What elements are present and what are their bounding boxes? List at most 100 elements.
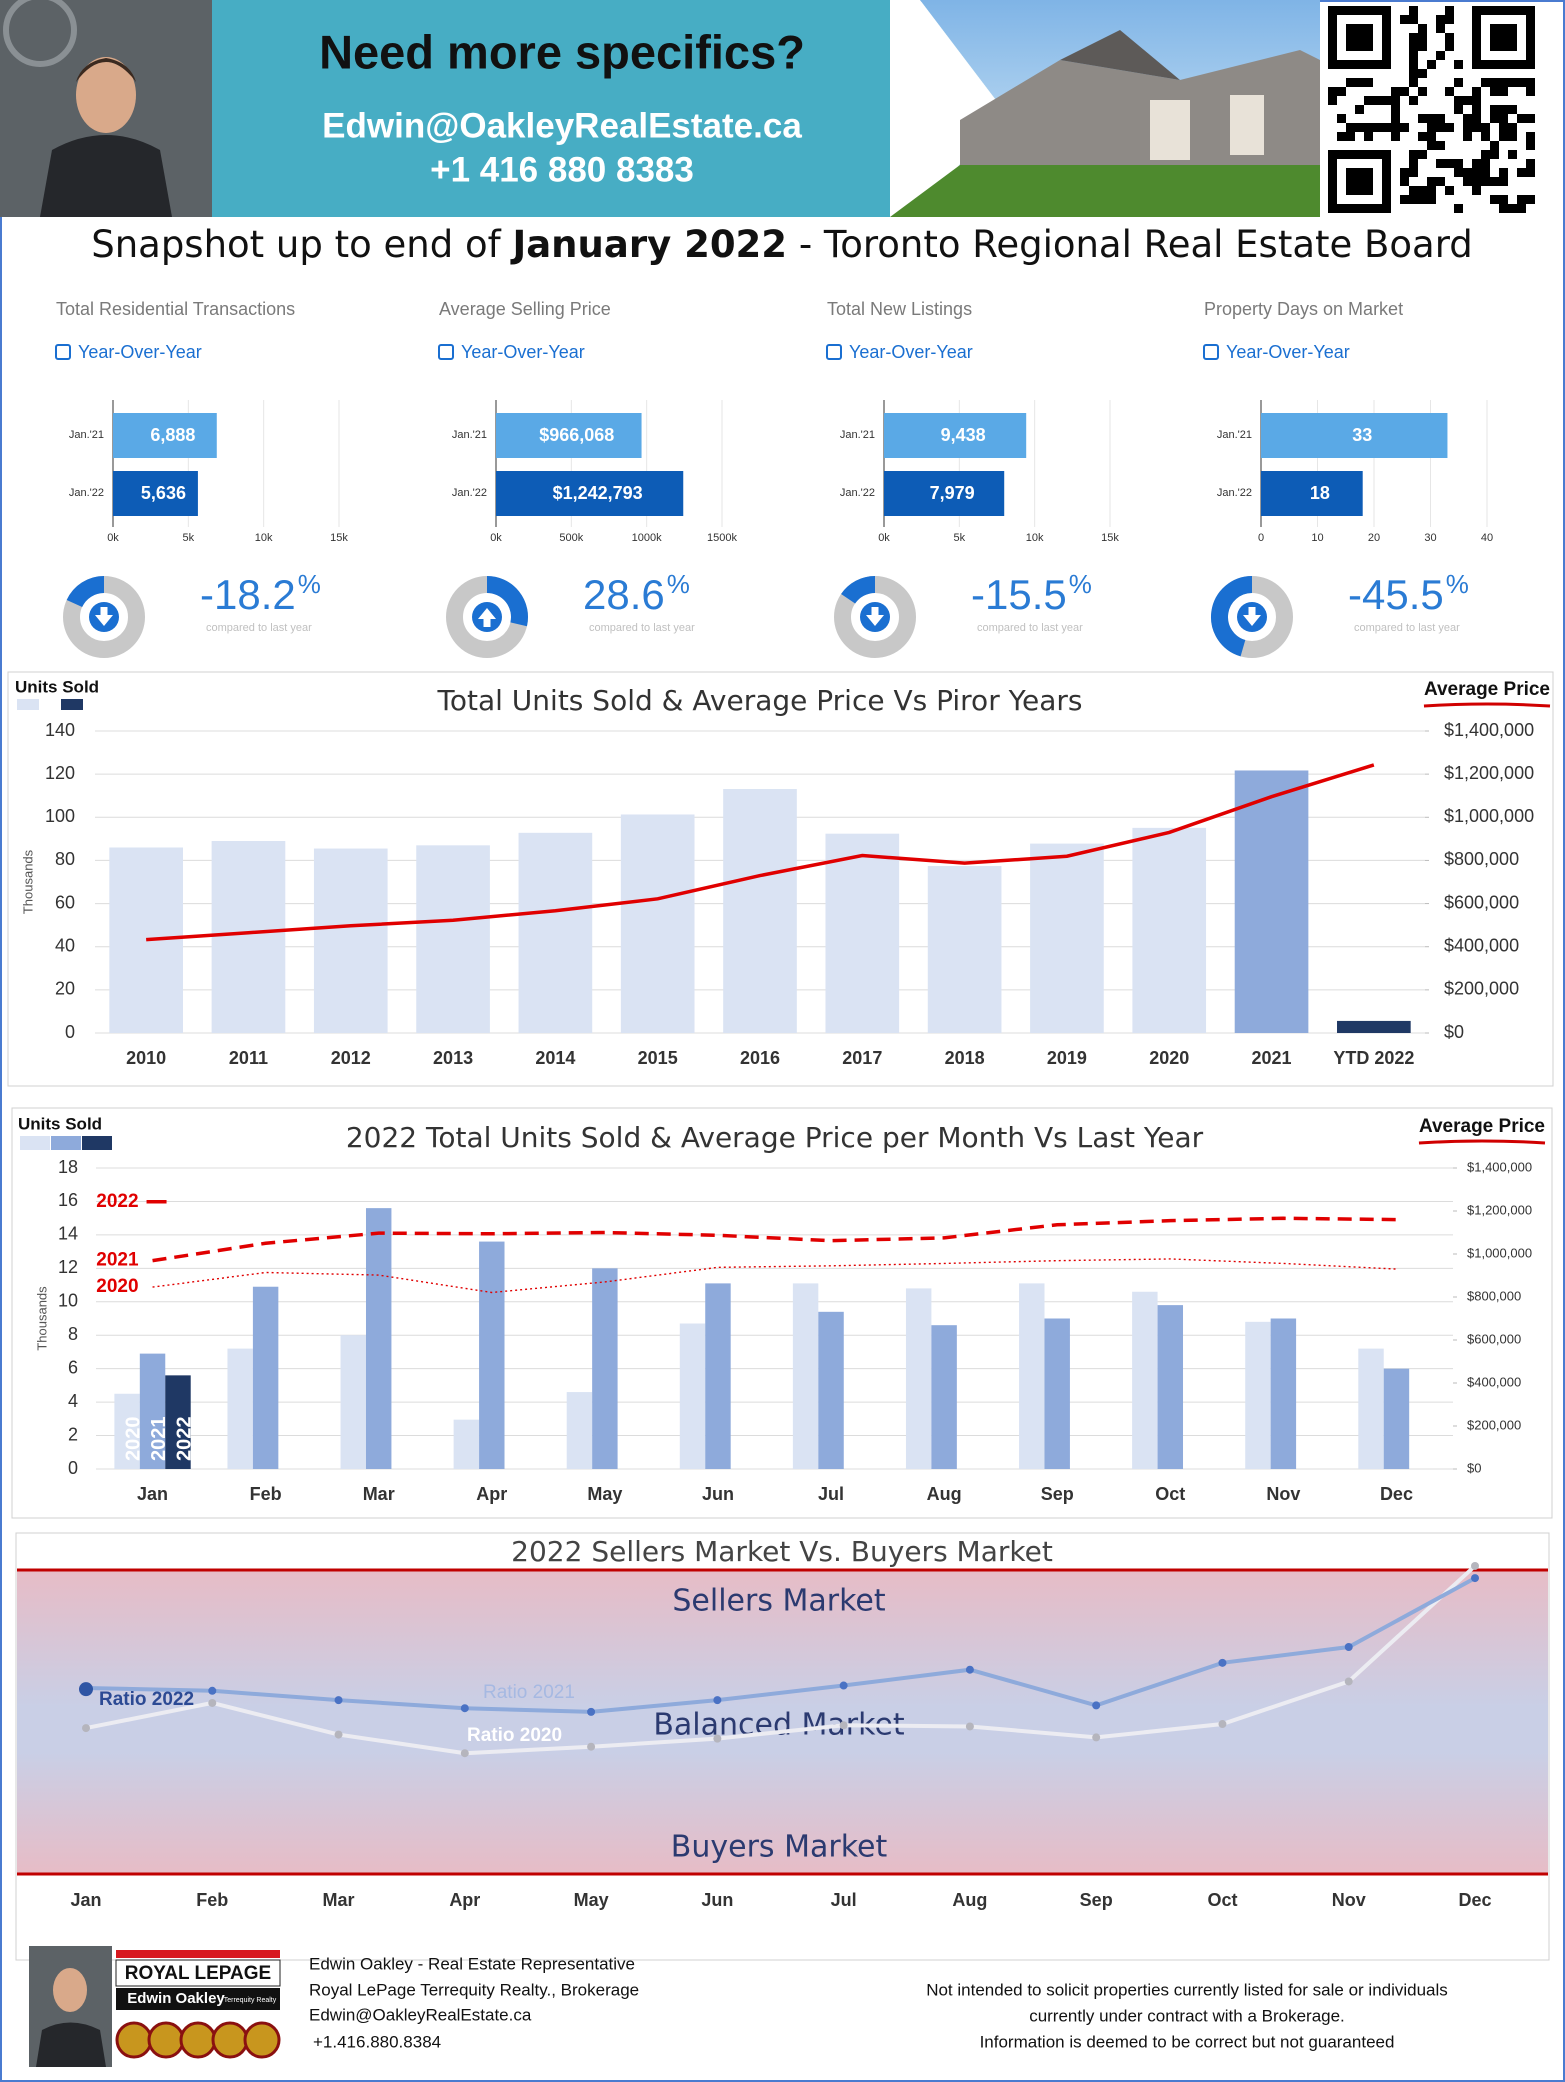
y-tick-label: 16 bbox=[58, 1190, 78, 1210]
header-email: Edwin@OakleyRealEstate.ca bbox=[322, 106, 802, 145]
x-tick-label: Oct bbox=[1155, 1484, 1185, 1504]
medal bbox=[115, 2021, 153, 2059]
x-tick-label: 0 bbox=[1258, 532, 1264, 544]
qr-module bbox=[1409, 195, 1418, 204]
qr-module bbox=[1481, 132, 1490, 141]
qr-module bbox=[1427, 60, 1436, 69]
legend-label: Average Price bbox=[1419, 1116, 1545, 1137]
arrow-stem bbox=[1248, 607, 1256, 616]
x-tick-label: YTD 2022 bbox=[1333, 1048, 1414, 1068]
x-tick-label: 0k bbox=[490, 532, 502, 544]
qr-module bbox=[1337, 114, 1346, 123]
legend-label: Units Sold bbox=[18, 1114, 102, 1133]
snapshot-title: Snapshot up to end of January 2022 - Tor… bbox=[91, 223, 1473, 266]
bar bbox=[496, 413, 642, 458]
qr-module bbox=[1409, 186, 1418, 195]
calendar-icon bbox=[1203, 344, 1219, 360]
category-label: Jan.'21 bbox=[452, 429, 487, 441]
qr-module bbox=[1346, 123, 1355, 132]
kpi-period: Year-Over-Year bbox=[461, 342, 585, 362]
x-tick-label: 2020 bbox=[1149, 1048, 1189, 1068]
qr-module bbox=[1463, 123, 1472, 132]
ratio-point bbox=[208, 1686, 217, 1695]
x-tick-label: 15k bbox=[330, 532, 348, 544]
bar bbox=[114, 1393, 140, 1469]
bar bbox=[592, 1268, 618, 1469]
bar bbox=[139, 1353, 166, 1469]
qr-module bbox=[1445, 87, 1454, 96]
bar bbox=[1383, 1368, 1410, 1469]
qr-module bbox=[1508, 150, 1517, 159]
qr-module bbox=[1409, 60, 1418, 69]
qr-module bbox=[1499, 123, 1508, 132]
qr-module bbox=[1400, 87, 1409, 96]
y2-tick-label: $400,000 bbox=[1467, 1374, 1521, 1389]
ratio-point bbox=[1471, 1561, 1479, 1570]
bar-value-label: 5,636 bbox=[141, 483, 186, 503]
x-tick-label: Nov bbox=[1266, 1484, 1300, 1504]
qr-module bbox=[1418, 33, 1427, 42]
series-label: Ratio 2020 bbox=[467, 1725, 562, 1746]
logo-text: ROYAL LEPAGE bbox=[125, 1963, 271, 1984]
qr-module bbox=[1445, 42, 1454, 51]
banner bbox=[212, 0, 1002, 217]
bar bbox=[884, 471, 1005, 516]
donut-arc bbox=[841, 576, 876, 604]
medal bbox=[147, 2021, 185, 2059]
qr-module bbox=[1373, 96, 1382, 105]
bar bbox=[416, 845, 490, 1033]
agent-suit bbox=[40, 135, 172, 217]
x-tick-label: Sep bbox=[1041, 1484, 1074, 1504]
y2-tick-label: $0 bbox=[1467, 1460, 1481, 1475]
y-tick-label: 40 bbox=[55, 935, 75, 955]
x-tick-label: Jan bbox=[70, 1890, 101, 1910]
bar bbox=[927, 866, 1002, 1033]
qr-module bbox=[1508, 204, 1517, 213]
change-note: compared to last year bbox=[206, 622, 312, 634]
qr-module bbox=[1328, 96, 1337, 105]
bar bbox=[679, 1323, 706, 1469]
qr-module bbox=[1472, 168, 1481, 177]
y2-tick-label: $600,000 bbox=[1444, 892, 1519, 912]
qr-module bbox=[1454, 60, 1463, 69]
qr-module bbox=[1382, 123, 1391, 132]
zone-label: Buyers Market bbox=[671, 1830, 888, 1865]
donut-arc bbox=[1211, 576, 1253, 657]
qr-module bbox=[1409, 150, 1418, 159]
x-tick-label: 5k bbox=[954, 532, 966, 544]
qr-module bbox=[1418, 150, 1427, 159]
bar bbox=[1358, 1348, 1384, 1469]
disclaimer-line: Information is deemed to be correct but … bbox=[980, 2032, 1395, 2051]
qr-module bbox=[1454, 168, 1463, 177]
x-tick-label: Sep bbox=[1080, 1890, 1113, 1910]
qr-module bbox=[1436, 159, 1445, 168]
bar bbox=[818, 1311, 844, 1469]
x-tick-label: 10 bbox=[1311, 532, 1323, 544]
zone-label: Sellers Market bbox=[672, 1584, 885, 1619]
qr-module bbox=[1391, 132, 1400, 141]
qr-module bbox=[1409, 33, 1418, 42]
agent-line: Royal LePage Terrequity Realty., Brokera… bbox=[309, 1980, 639, 1999]
qr-module bbox=[1418, 42, 1427, 51]
y-tick-label: 60 bbox=[55, 892, 75, 912]
qr-module bbox=[1418, 132, 1427, 141]
qr-module bbox=[1436, 114, 1445, 123]
ratio-point bbox=[1092, 1701, 1101, 1710]
qr-finder bbox=[1346, 24, 1373, 51]
y-axis-label: Thousands bbox=[34, 1286, 49, 1351]
legend-swatch bbox=[17, 699, 39, 710]
qr-module bbox=[1490, 177, 1499, 186]
qr-module bbox=[1445, 123, 1454, 132]
y-tick-label: 100 bbox=[45, 806, 75, 826]
change-unit: % bbox=[298, 569, 321, 599]
donut-arc bbox=[486, 576, 528, 627]
qr-module bbox=[1418, 69, 1427, 78]
qr-module bbox=[1436, 51, 1445, 60]
ratio-point bbox=[1471, 1574, 1479, 1583]
qr-module bbox=[1463, 177, 1472, 186]
arrow bbox=[1243, 615, 1261, 626]
bar bbox=[1132, 827, 1207, 1033]
x-tick-label: May bbox=[587, 1484, 622, 1504]
bar bbox=[313, 848, 388, 1033]
qr-module bbox=[1427, 123, 1436, 132]
